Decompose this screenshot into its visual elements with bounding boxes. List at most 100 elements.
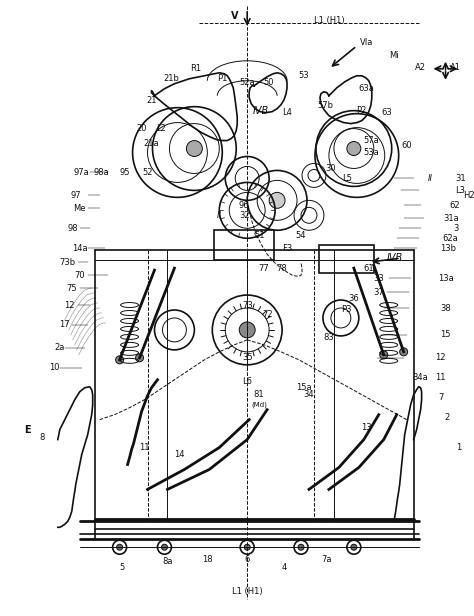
Text: 21: 21 <box>146 96 157 105</box>
Text: 37: 37 <box>374 288 384 296</box>
Text: 72: 72 <box>262 310 273 320</box>
Text: 36: 36 <box>348 294 359 302</box>
Circle shape <box>400 348 408 356</box>
Text: 32: 32 <box>239 211 249 220</box>
Text: 13b: 13b <box>440 244 456 253</box>
Text: 34: 34 <box>304 390 314 399</box>
Text: VIa: VIa <box>360 38 374 47</box>
Text: L4: L4 <box>282 108 292 117</box>
Text: 53: 53 <box>299 71 310 80</box>
Text: II: II <box>428 174 433 183</box>
Text: IVB: IVB <box>253 106 269 116</box>
Text: 31: 31 <box>455 174 466 183</box>
Circle shape <box>186 140 202 156</box>
Text: 52a: 52a <box>239 78 255 87</box>
Text: 7: 7 <box>438 393 443 402</box>
Text: 81: 81 <box>254 390 264 399</box>
Text: 75: 75 <box>66 283 77 293</box>
Text: (Md): (Md) <box>251 402 267 408</box>
Text: 4: 4 <box>282 562 287 572</box>
Circle shape <box>116 356 124 364</box>
Text: 63: 63 <box>382 108 392 117</box>
Text: 11: 11 <box>435 373 446 383</box>
Text: P2: P2 <box>356 106 366 115</box>
Text: Me: Me <box>73 204 86 213</box>
Text: 97: 97 <box>71 191 81 200</box>
Text: 12: 12 <box>64 301 75 309</box>
Circle shape <box>239 322 255 338</box>
Bar <box>319 245 374 273</box>
Text: 63a: 63a <box>359 84 375 93</box>
Text: 33: 33 <box>374 274 384 283</box>
Text: 83: 83 <box>324 333 334 342</box>
Text: 18: 18 <box>202 554 213 564</box>
Text: L5: L5 <box>342 174 352 183</box>
Text: A1: A1 <box>450 63 461 72</box>
Circle shape <box>298 544 304 550</box>
Text: H2: H2 <box>463 191 474 200</box>
Text: L1 (H1): L1 (H1) <box>314 17 344 25</box>
Text: 2: 2 <box>444 413 449 422</box>
Text: 98: 98 <box>67 224 78 233</box>
Text: 14: 14 <box>174 450 185 459</box>
Text: 70: 70 <box>74 270 85 280</box>
Circle shape <box>117 544 123 550</box>
Text: R1: R1 <box>190 64 201 73</box>
Text: 38: 38 <box>440 304 451 312</box>
Text: 13: 13 <box>362 423 372 432</box>
Text: 97a: 97a <box>74 168 90 177</box>
Text: II: II <box>217 211 222 220</box>
Text: 15: 15 <box>440 330 451 339</box>
Text: 30: 30 <box>326 164 336 173</box>
Text: 11: 11 <box>139 443 150 452</box>
Text: V: V <box>230 11 238 21</box>
Text: 50: 50 <box>264 78 274 87</box>
Circle shape <box>162 544 167 550</box>
Text: 57a: 57a <box>363 136 379 145</box>
Text: P3: P3 <box>342 306 352 315</box>
Text: 73b: 73b <box>60 257 76 267</box>
Text: L6: L6 <box>242 377 252 386</box>
Text: 2a: 2a <box>55 343 65 352</box>
Circle shape <box>351 544 357 550</box>
Text: L3: L3 <box>456 186 465 195</box>
Text: 21a: 21a <box>144 139 159 148</box>
Text: 54: 54 <box>296 231 306 240</box>
Text: 53a: 53a <box>363 148 379 157</box>
Text: L1 (H1): L1 (H1) <box>232 586 263 596</box>
Text: 52: 52 <box>142 168 153 177</box>
Text: 62: 62 <box>449 201 460 210</box>
Text: A2: A2 <box>415 63 426 72</box>
Text: IVB: IVB <box>387 253 403 263</box>
Circle shape <box>269 192 285 208</box>
Text: 15a: 15a <box>296 383 312 392</box>
Text: 51: 51 <box>254 231 264 240</box>
Text: 60: 60 <box>401 141 412 150</box>
Text: 3: 3 <box>453 224 458 233</box>
Text: 21b: 21b <box>164 75 179 83</box>
Text: 34a: 34a <box>413 373 428 383</box>
Text: 5: 5 <box>119 562 124 572</box>
Text: 62a: 62a <box>443 233 458 243</box>
Text: 7a: 7a <box>322 554 332 564</box>
Text: 17: 17 <box>59 320 70 330</box>
Text: 31a: 31a <box>444 214 459 223</box>
Text: 73: 73 <box>242 301 253 309</box>
Text: F3: F3 <box>282 244 292 253</box>
Text: 1: 1 <box>456 443 461 452</box>
Text: 13a: 13a <box>438 274 454 283</box>
Text: 96: 96 <box>239 201 249 210</box>
Circle shape <box>380 351 388 359</box>
Text: 12: 12 <box>435 354 446 362</box>
Text: P1: P1 <box>217 75 228 83</box>
Text: 98a: 98a <box>94 168 109 177</box>
Text: L2: L2 <box>156 124 166 133</box>
Text: 61: 61 <box>364 264 374 273</box>
Text: 57b: 57b <box>317 101 333 110</box>
Circle shape <box>347 142 361 155</box>
Text: 78: 78 <box>277 264 287 273</box>
Circle shape <box>244 544 250 550</box>
Text: 14a: 14a <box>72 244 88 253</box>
Text: 35: 35 <box>242 354 253 362</box>
Text: 8a: 8a <box>162 557 173 565</box>
